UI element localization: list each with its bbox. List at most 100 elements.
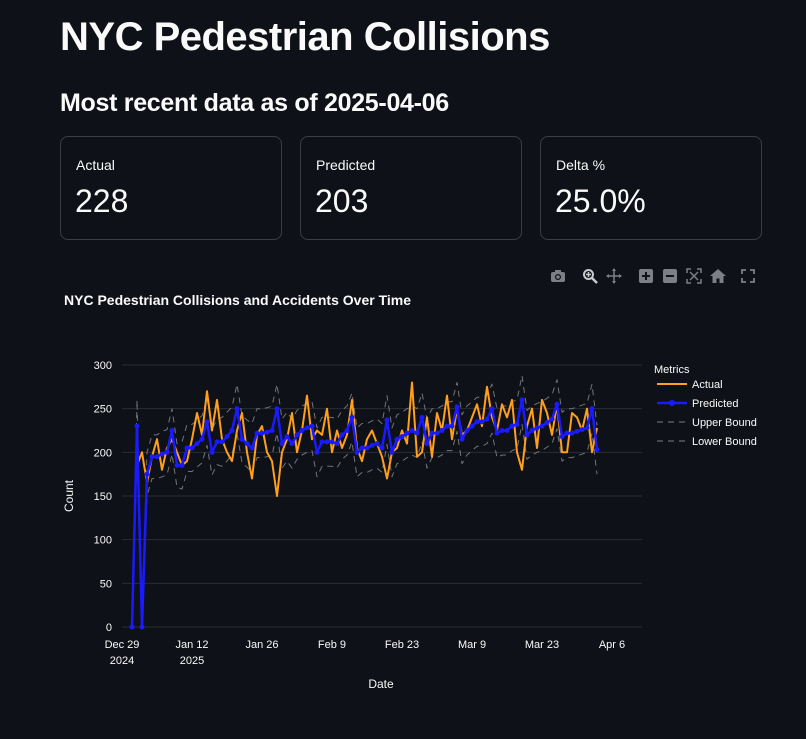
predicted-point (399, 434, 405, 440)
predicted-point (409, 428, 415, 433)
zoom-icon[interactable] (580, 266, 600, 286)
predicted-point (509, 423, 515, 429)
legend-label: Lower Bound (692, 436, 757, 448)
metric-label: Actual (76, 157, 115, 173)
y-tick-label: 200 (94, 447, 112, 459)
zoom-in-icon[interactable] (636, 266, 656, 286)
y-tick-label: 300 (94, 360, 112, 372)
predicted-point (549, 416, 555, 422)
y-tick-label: 100 (94, 535, 112, 547)
reset-axes-icon[interactable] (708, 266, 728, 286)
autoscale-icon[interactable] (684, 266, 704, 286)
x-tick-label: Jan 12 (175, 639, 208, 651)
predicted-point (514, 421, 520, 427)
zoom-out-icon[interactable] (660, 266, 680, 286)
predicted-point (449, 423, 455, 429)
predicted-point (304, 425, 310, 431)
predicted-point (394, 436, 400, 442)
predicted-point (219, 439, 225, 445)
series-line-lower-bound (131, 423, 598, 628)
y-tick-label: 250 (94, 404, 112, 416)
predicted-point (539, 423, 545, 429)
predicted-point (479, 419, 485, 425)
legend-item-predicted[interactable]: Predicted (657, 398, 738, 410)
predicted-point (529, 428, 535, 433)
predicted-point (484, 416, 490, 422)
x-tick-label: Mar 23 (525, 639, 559, 651)
predicted-point (249, 445, 255, 451)
predicted-point (274, 406, 280, 412)
predicted-point (524, 432, 530, 438)
predicted-point (284, 434, 290, 440)
camera-icon[interactable] (548, 266, 568, 286)
y-tick-label: 0 (106, 622, 112, 634)
metric-value: 203 (315, 183, 369, 219)
legend-item-lower-bound[interactable]: Lower Bound (657, 436, 757, 448)
metric-label: Predicted (316, 157, 376, 173)
predicted-point (554, 401, 560, 407)
legend-label: Predicted (692, 398, 738, 410)
pan-icon[interactable] (604, 266, 624, 286)
predicted-point (179, 462, 185, 468)
x-axis-label: Date (368, 677, 394, 691)
predicted-point (279, 441, 285, 447)
legend-marker (669, 400, 675, 406)
legend-item-upper-bound[interactable]: Upper Bound (657, 417, 757, 429)
predicted-point (259, 430, 265, 436)
predicted-point (184, 445, 190, 451)
predicted-point (144, 471, 150, 477)
legend-title: Metrics (654, 364, 690, 376)
x-tick-label: Dec 29 (105, 639, 140, 651)
page-subtitle: Most recent data as of 2025-04-06 (60, 89, 449, 117)
predicted-point (419, 414, 425, 420)
predicted-point (194, 441, 200, 447)
predicted-point (504, 428, 510, 433)
predicted-point (379, 445, 385, 451)
predicted-point (564, 430, 570, 436)
predicted-point (464, 428, 470, 433)
x-tick-sublabel: 2024 (110, 655, 134, 667)
predicted-point (209, 449, 215, 455)
fullscreen-icon[interactable] (738, 266, 758, 286)
y-tick-label: 50 (100, 578, 112, 590)
predicted-point (374, 441, 380, 447)
predicted-point (269, 428, 275, 433)
legend-item-actual[interactable]: Actual (657, 379, 723, 391)
predicted-point (299, 428, 305, 433)
x-tick-sublabel: 2025 (180, 655, 204, 667)
predicted-point (174, 462, 180, 468)
metric-card-actual: Actual 228 (60, 136, 282, 240)
series-line-actual (136, 381, 598, 497)
x-tick-label: Mar 9 (458, 639, 486, 651)
predicted-point (384, 417, 390, 423)
predicted-point (159, 451, 165, 457)
x-tick-label: Feb 9 (318, 639, 346, 651)
predicted-point (404, 430, 410, 436)
predicted-point (559, 434, 565, 440)
predicted-point (414, 430, 420, 436)
predicted-point (199, 436, 205, 442)
predicted-point (369, 442, 375, 448)
y-axis-label: Count (62, 479, 76, 512)
predicted-point (354, 449, 360, 455)
predicted-point (469, 423, 475, 429)
predicted-point (459, 436, 465, 442)
x-tick-label: Feb 23 (385, 639, 419, 651)
predicted-point (569, 430, 575, 436)
y-tick-label: 150 (94, 491, 112, 503)
predicted-point (264, 429, 270, 435)
page-title: NYC Pedestrian Collisions (60, 15, 550, 59)
predicted-point (594, 447, 600, 453)
x-tick-label: Jan 26 (245, 639, 278, 651)
predicted-point (289, 441, 295, 447)
predicted-point (244, 441, 250, 447)
metric-label: Delta % (556, 157, 606, 173)
predicted-point (294, 432, 300, 438)
predicted-point (499, 428, 505, 433)
legend-label: Upper Bound (692, 417, 757, 429)
predicted-point (254, 430, 260, 436)
chart-legend[interactable]: Metrics Actual Predicted Upper Bound Lower … (654, 364, 757, 448)
predicted-point (169, 428, 175, 433)
